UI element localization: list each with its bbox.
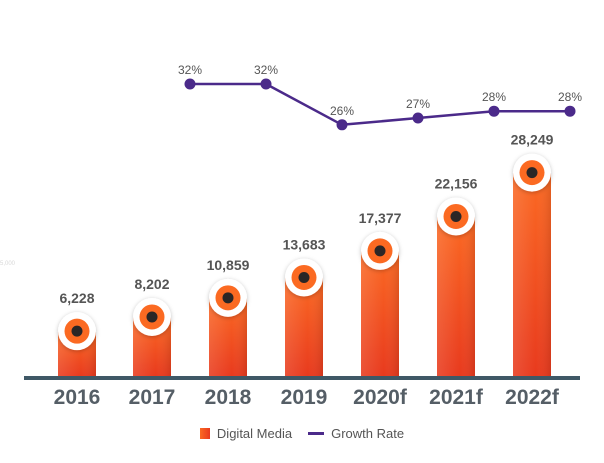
bar-group-2016: [58, 312, 96, 376]
bar-value-label: 28,249: [511, 132, 554, 148]
bar-group-2018: [209, 278, 247, 376]
growth-line-layer: [184, 78, 576, 131]
bar-value-label: 8,202: [134, 276, 169, 292]
growth-point: [488, 105, 500, 117]
legend-label-growth-rate: Growth Rate: [331, 426, 405, 441]
growth-label: 28%: [558, 90, 582, 104]
marker-dot: [526, 167, 538, 179]
legend-label-digital-media: Digital Media: [216, 426, 293, 441]
bar-value-label: 10,859: [207, 257, 250, 273]
marker-dot: [374, 245, 386, 257]
category-label: 2020f: [353, 386, 408, 409]
marker-dot: [146, 311, 158, 323]
growth-point: [412, 112, 424, 124]
bar-shade: [513, 172, 551, 376]
bar-marker: [437, 197, 475, 236]
bar-group-2019: [285, 258, 323, 376]
bar-value-label: 6,228: [59, 290, 94, 306]
category-label: 2022f: [505, 386, 560, 409]
legend-swatch-line: [308, 432, 325, 435]
growth-point: [564, 105, 576, 117]
bar-marker: [513, 153, 551, 192]
legend-item-digital-media: Digital Media: [199, 426, 293, 441]
bar-marker: [361, 231, 399, 270]
legend: Digital Media Growth Rate: [0, 426, 604, 441]
category-label: 2021f: [429, 386, 484, 409]
bar-group-2017: [133, 297, 171, 376]
faded-axis-tick: 5,000: [0, 261, 16, 267]
bar-group-2021f: [437, 197, 475, 376]
bar-group-2022f: [513, 153, 551, 376]
marker-dot: [222, 292, 234, 304]
bars-layer: [24, 153, 580, 380]
bar-shade: [361, 250, 399, 376]
marker-dot: [298, 271, 310, 283]
bar-marker: [209, 278, 247, 317]
marker-dot: [71, 325, 83, 337]
marker-dot: [450, 210, 462, 222]
bar-value-label: 13,683: [283, 236, 326, 252]
category-label: 2017: [129, 386, 176, 409]
growth-label: 27%: [406, 97, 430, 111]
bar-value-label: 22,156: [435, 175, 478, 191]
growth-point: [336, 119, 348, 131]
bar-shade: [437, 216, 475, 376]
growth-label: 32%: [254, 63, 278, 77]
growth-rate-line: [190, 82, 570, 127]
legend-swatch-bar: [199, 428, 210, 439]
bar-value-label: 17,377: [359, 210, 402, 226]
growth-label: 26%: [330, 104, 354, 118]
growth-label: 28%: [482, 90, 506, 104]
category-label: 2016: [54, 386, 101, 409]
labels-layer: 6,228 8,202 10,859 13,683 17,377 22,156 28,249…: [54, 63, 583, 409]
growth-point: [184, 78, 196, 90]
legend-item-growth-rate: Growth Rate: [308, 426, 404, 441]
bar-marker: [58, 312, 96, 351]
bar-marker: [285, 258, 323, 297]
bar-marker: [133, 297, 171, 336]
category-label: 2019: [281, 386, 328, 409]
bar-group-2020f: [361, 231, 399, 376]
x-axis-baseline: [24, 376, 580, 380]
category-label: 2018: [205, 386, 252, 409]
growth-point: [260, 78, 272, 90]
growth-label: 32%: [178, 63, 202, 77]
